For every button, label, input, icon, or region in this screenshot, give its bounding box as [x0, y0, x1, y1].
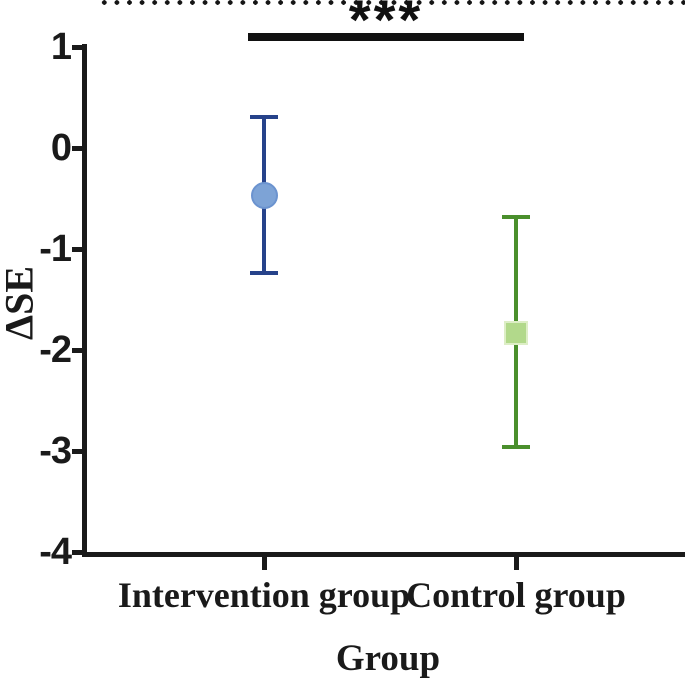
y-tick-label: 0 [50, 126, 72, 169]
y-tick-label: 1 [50, 25, 72, 68]
x-tick-mark [513, 557, 519, 570]
y-axis-line [82, 44, 87, 557]
error-bar-cap-top [502, 214, 530, 219]
x-tick-label: Control group [406, 575, 626, 615]
y-tick-mark [72, 549, 82, 555]
zero-baseline-dotted-line [98, 0, 685, 5]
x-tick-label: Intervention group [117, 575, 411, 615]
y-tick-mark [72, 448, 82, 454]
y-tick-mark [72, 145, 82, 151]
y-tick-label: -4 [39, 530, 72, 573]
error-bar-cap-bottom [250, 271, 278, 276]
y-tick-mark [72, 44, 82, 50]
significance-stars: *** [348, 0, 424, 51]
x-axis-title: Group [335, 638, 441, 679]
error-bar-cap-bottom [502, 444, 530, 449]
y-tick-label: -2 [39, 328, 72, 371]
series-marker-square [504, 320, 528, 345]
significance-bar [248, 33, 524, 41]
y-tick-label: -3 [39, 429, 72, 472]
y-tick-mark [72, 347, 82, 353]
y-tick-label: -1 [39, 227, 72, 270]
x-axis-line [82, 552, 685, 557]
y-tick-mark [72, 246, 82, 252]
y-axis-title: ΔSE [0, 265, 42, 341]
series-marker-circle [250, 181, 278, 209]
x-tick-mark [261, 557, 267, 570]
error-bar-cap-top [250, 114, 278, 119]
